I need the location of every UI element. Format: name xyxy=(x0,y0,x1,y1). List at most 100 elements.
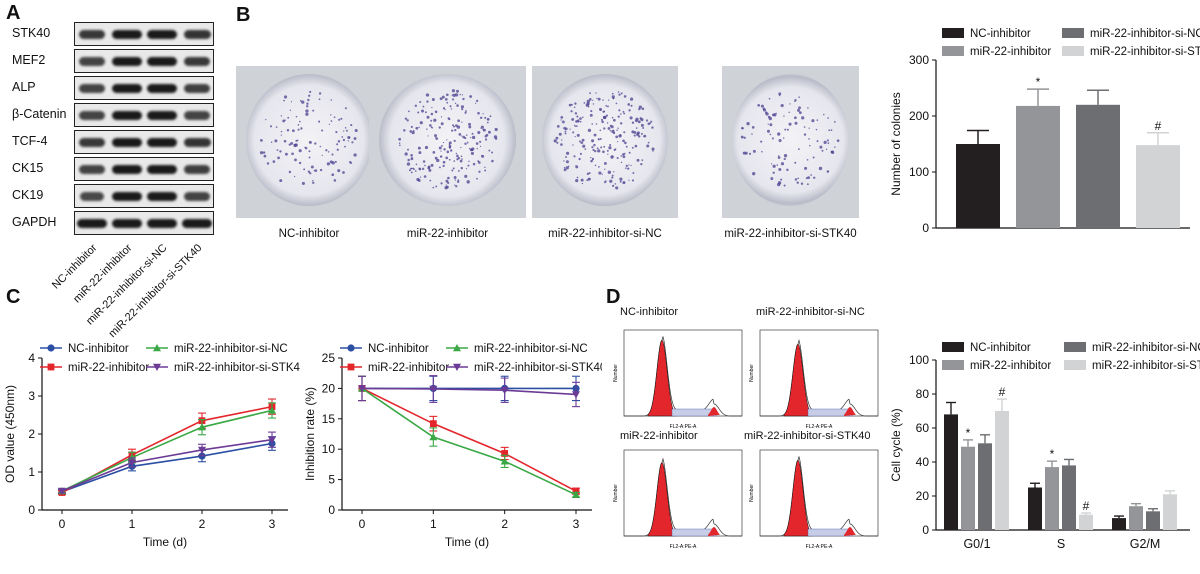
colony-dot xyxy=(801,116,805,120)
x-tick-label: S xyxy=(1057,537,1065,551)
histogram-outline xyxy=(760,339,878,417)
colony-dot xyxy=(457,119,460,123)
colony-dot xyxy=(612,118,616,122)
colony-dot xyxy=(828,129,831,132)
y-tick-label: 100 xyxy=(909,165,929,179)
colony-dot xyxy=(263,154,267,158)
blot-band xyxy=(147,111,177,120)
colony-dot xyxy=(651,126,654,129)
colony-dot xyxy=(484,138,488,141)
colony-dot xyxy=(494,127,498,132)
colony-dot xyxy=(609,130,612,132)
colony-dot xyxy=(742,151,746,155)
colony-dot xyxy=(475,102,477,104)
colony-dot xyxy=(318,98,321,101)
data-point xyxy=(153,344,161,352)
g2-peak xyxy=(844,527,856,536)
legend-label: miR-22-inhibitor-si-NC xyxy=(1092,342,1200,354)
legend-label: miR-22-inhibitor-si-NC xyxy=(174,343,288,355)
colony-dot xyxy=(336,148,339,151)
legend-label: miR-22-inhibitor-si-STK40 xyxy=(1090,46,1200,58)
colony-dish xyxy=(542,74,668,206)
colony-dot xyxy=(810,174,812,176)
y-axis-label: Inhibition rate (%) xyxy=(303,387,317,481)
y-axis-label: Cell cycle (%) xyxy=(889,408,903,481)
colony-dot xyxy=(778,167,782,171)
colony-dot xyxy=(286,128,290,132)
x-tick-label: 0 xyxy=(59,517,66,531)
colony-dot xyxy=(606,149,609,152)
colony-dot xyxy=(616,156,619,160)
colony-dot xyxy=(336,143,339,146)
colony-dot xyxy=(297,124,300,126)
colony-dot xyxy=(433,118,437,122)
y-tick-label: 4 xyxy=(28,351,35,365)
colony-dot xyxy=(446,139,448,141)
colony-dot xyxy=(334,160,337,163)
colony-dot xyxy=(634,144,638,148)
colony-dot xyxy=(440,182,443,185)
data-point xyxy=(47,344,55,352)
colony-dot xyxy=(596,97,598,100)
colony-dot xyxy=(299,99,302,102)
bar xyxy=(1112,518,1126,530)
colony-dot xyxy=(282,119,286,123)
bar xyxy=(1129,506,1143,530)
series-line xyxy=(361,387,577,496)
colony-dot xyxy=(617,141,619,143)
data-point xyxy=(198,446,206,454)
colony-dot xyxy=(569,128,571,130)
colony-dot xyxy=(305,109,309,113)
y-tick-label: 0 xyxy=(28,503,35,517)
colony-dot xyxy=(467,164,470,167)
colony-dot xyxy=(462,135,466,139)
x-axis-label: Time (d) xyxy=(143,535,187,549)
data-point xyxy=(358,385,366,393)
x-axis-label: Time (d) xyxy=(445,535,489,549)
colony-dot xyxy=(579,120,582,123)
data-point xyxy=(347,344,355,352)
colony-dot xyxy=(308,140,312,144)
colony-dot xyxy=(484,116,487,119)
colony-dot xyxy=(613,148,616,151)
histogram-frame xyxy=(623,449,743,537)
colony-dot xyxy=(783,184,786,187)
colony-dot xyxy=(751,126,755,129)
colony-dot xyxy=(769,133,772,136)
colony-dot xyxy=(625,145,628,148)
colony-dot xyxy=(625,164,628,168)
colony-dot xyxy=(491,151,494,154)
colony-dot xyxy=(807,176,811,180)
colony-dot xyxy=(598,166,600,168)
colony-dot xyxy=(461,135,463,137)
colony-dot xyxy=(461,94,464,96)
colony-dot xyxy=(295,115,298,118)
data-point xyxy=(347,363,355,371)
colony-dot xyxy=(407,148,409,151)
colony-dot xyxy=(769,123,773,127)
colony-dot xyxy=(455,185,458,188)
colony-dot xyxy=(410,157,414,161)
colony-dot xyxy=(628,151,631,154)
colony-dot xyxy=(480,155,483,157)
colony-dot xyxy=(645,119,649,122)
colony-dot xyxy=(633,134,636,137)
flow-histogram: FL2-A:PE-A Number xyxy=(749,449,879,550)
colony-dot xyxy=(270,141,273,143)
colony-dot xyxy=(280,115,282,117)
colony-dot xyxy=(612,129,615,131)
colony-dot xyxy=(480,127,482,129)
colony-dot xyxy=(326,162,330,166)
colony-dot xyxy=(327,151,330,153)
colony-dot xyxy=(438,166,441,169)
colony-dot xyxy=(259,151,264,155)
colony-dot xyxy=(344,127,347,129)
colony-dot xyxy=(434,110,438,114)
colony-dot xyxy=(307,98,310,102)
colony-dot xyxy=(574,102,577,105)
colony-dot xyxy=(631,146,634,149)
blot-band xyxy=(147,84,177,93)
legend-swatch xyxy=(942,28,964,38)
blot-protein-label: β-Catenin xyxy=(12,107,67,121)
colony-dot xyxy=(797,148,800,151)
